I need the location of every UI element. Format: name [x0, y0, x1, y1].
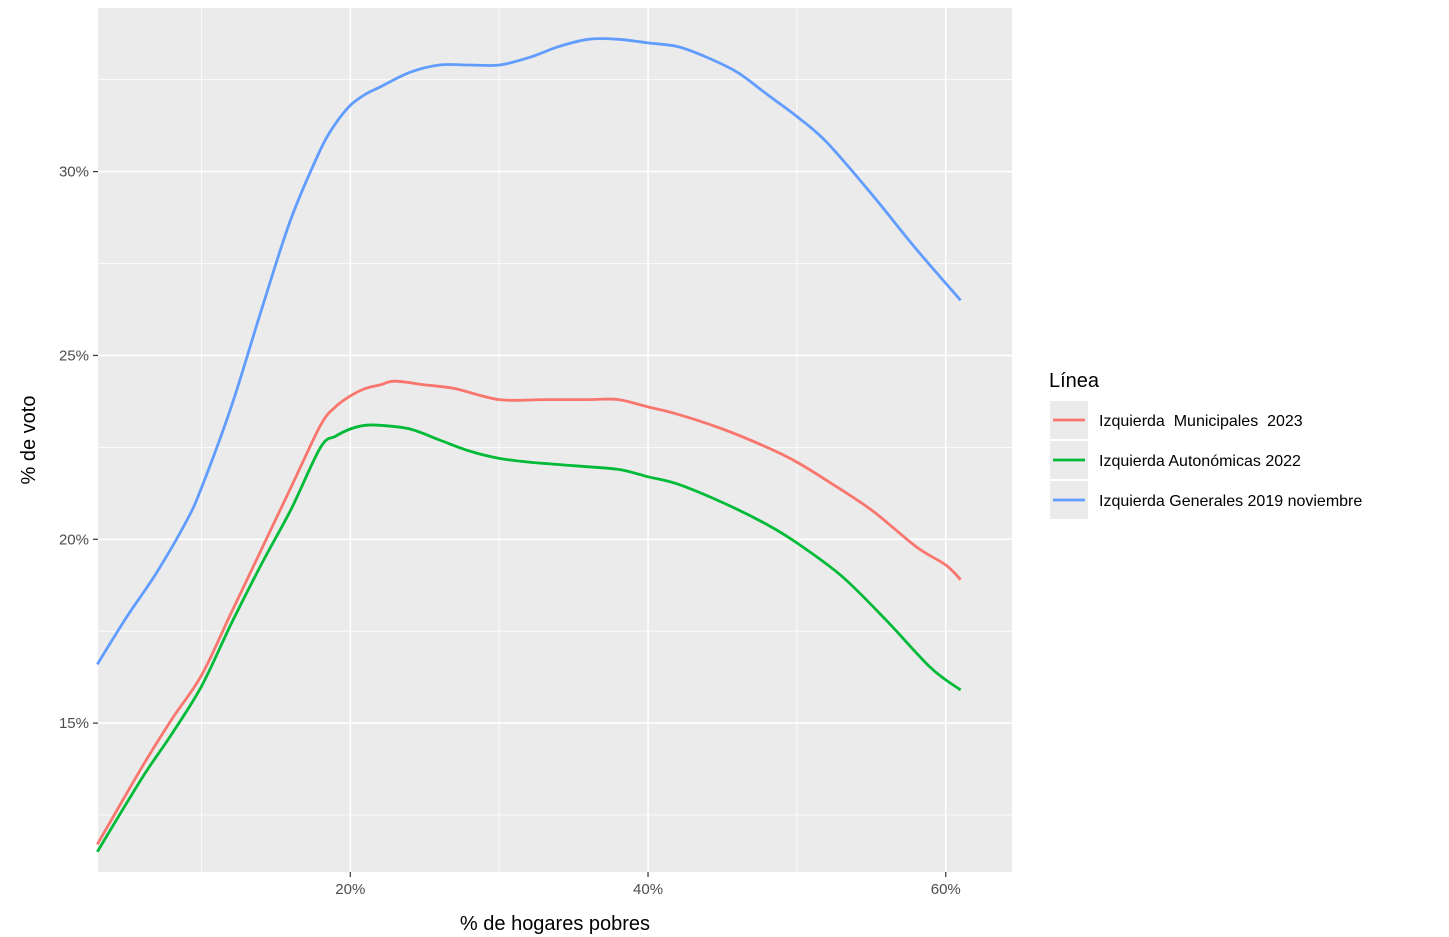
y-tick-label: 25%: [59, 347, 89, 364]
y-tick-label: 30%: [59, 164, 89, 181]
y-tick-label: 20%: [59, 531, 89, 548]
axis-ticks: 20% 40% 60% 15% 20% 25% 30%: [59, 164, 961, 898]
x-tick-label: 20%: [335, 881, 365, 898]
legend: Línea Izquierda Municipales 2023 Izquierd…: [1049, 370, 1362, 519]
x-axis-title: % de hogares pobres: [460, 913, 650, 935]
legend-label: Izquierda Autonómicas 2022: [1099, 453, 1301, 470]
series-line-izquierda-municipales-2023: [96, 379, 962, 846]
legend-title: Línea: [1049, 370, 1100, 392]
series-lines: [96, 37, 962, 853]
grid-lines: [98, 8, 1012, 872]
x-tick-label: 60%: [931, 881, 961, 898]
y-tick-label: 15%: [59, 715, 89, 732]
x-tick-label: 40%: [633, 881, 663, 898]
y-axis-title: % de voto: [18, 396, 40, 485]
legend-label: Izquierda Generales 2019 noviembre: [1099, 493, 1362, 510]
legend-label: Izquierda Municipales 2023: [1099, 413, 1303, 430]
series-line-izquierda-generales-2019-noviembre: [96, 37, 962, 666]
plot-panel: [98, 8, 1012, 872]
series-line-izquierda-autonomicas-2022: [96, 423, 962, 853]
